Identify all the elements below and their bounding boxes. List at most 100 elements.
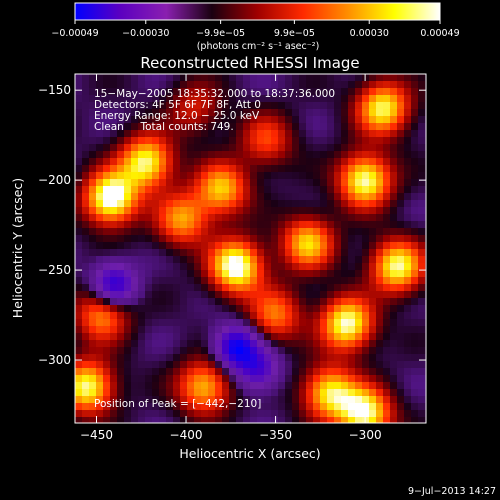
heatmap-cell bbox=[138, 200, 146, 208]
heatmap-cell bbox=[103, 256, 111, 264]
heatmap-cell bbox=[89, 81, 97, 89]
heatmap-cell bbox=[411, 221, 419, 229]
heatmap-cell bbox=[390, 284, 398, 292]
heatmap-cell bbox=[285, 312, 293, 320]
heatmap-cell bbox=[243, 207, 251, 215]
heatmap-cell bbox=[383, 235, 391, 243]
heatmap-cell bbox=[285, 389, 293, 397]
heatmap-cell bbox=[404, 172, 412, 180]
heatmap-cell bbox=[194, 249, 202, 257]
heatmap-cell bbox=[215, 389, 223, 397]
heatmap-cell bbox=[327, 137, 335, 145]
heatmap-cell bbox=[404, 284, 412, 292]
heatmap-cell bbox=[215, 165, 223, 173]
heatmap-cell bbox=[166, 326, 174, 334]
heatmap-cell bbox=[222, 410, 230, 418]
heatmap-cell bbox=[117, 382, 125, 390]
heatmap-cell bbox=[334, 158, 342, 166]
heatmap-cell bbox=[159, 88, 167, 96]
heatmap-cell bbox=[278, 312, 286, 320]
heatmap-cell bbox=[341, 347, 349, 355]
heatmap-cell bbox=[117, 74, 125, 82]
heatmap-cell bbox=[271, 137, 279, 145]
heatmap-cell bbox=[110, 347, 118, 355]
heatmap-cell bbox=[404, 137, 412, 145]
heatmap-cell bbox=[243, 151, 251, 159]
heatmap-cell bbox=[173, 200, 181, 208]
heatmap-cell bbox=[82, 137, 90, 145]
heatmap-cell bbox=[313, 179, 321, 187]
heatmap-cell bbox=[362, 354, 370, 362]
heatmap-cell bbox=[96, 228, 104, 236]
heatmap-cell bbox=[250, 249, 258, 257]
heatmap-cell bbox=[180, 340, 188, 348]
heatmap-cell bbox=[173, 347, 181, 355]
heatmap-cell bbox=[278, 123, 286, 131]
heatmap-cell bbox=[404, 116, 412, 124]
heatmap-cell bbox=[348, 221, 356, 229]
heatmap-cell bbox=[299, 256, 307, 264]
heatmap-cell bbox=[75, 172, 83, 180]
heatmap-cell bbox=[355, 263, 363, 271]
heatmap-cell bbox=[138, 137, 146, 145]
heatmap-cell bbox=[397, 284, 405, 292]
heatmap-cell bbox=[341, 326, 349, 334]
heatmap-cell bbox=[180, 200, 188, 208]
heatmap-cell bbox=[418, 277, 426, 285]
heatmap-cell bbox=[215, 235, 223, 243]
heatmap-cell bbox=[131, 81, 139, 89]
heatmap-cell bbox=[75, 361, 83, 369]
heatmap-cell bbox=[201, 270, 209, 278]
heatmap-cell bbox=[208, 123, 216, 131]
heatmap-cell bbox=[299, 284, 307, 292]
heatmap-cell bbox=[236, 410, 244, 418]
heatmap-cell bbox=[138, 242, 146, 250]
heatmap-cell bbox=[327, 186, 335, 194]
heatmap-cell bbox=[243, 193, 251, 201]
heatmap-cell bbox=[362, 396, 370, 404]
heatmap-cell bbox=[208, 326, 216, 334]
heatmap-cell bbox=[383, 172, 391, 180]
heatmap-cell bbox=[390, 354, 398, 362]
heatmap-cell bbox=[250, 123, 258, 131]
heatmap-cell bbox=[404, 214, 412, 222]
heatmap-cell bbox=[117, 102, 125, 110]
heatmap-cell bbox=[271, 410, 279, 418]
heatmap-cell bbox=[131, 382, 139, 390]
heatmap-cell bbox=[208, 235, 216, 243]
heatmap-cell bbox=[82, 291, 90, 299]
heatmap-cell bbox=[327, 375, 335, 383]
heatmap-cell bbox=[215, 88, 223, 96]
heatmap-cell bbox=[285, 277, 293, 285]
heatmap-cell bbox=[180, 263, 188, 271]
heatmap-cell bbox=[187, 403, 195, 411]
heatmap-cell bbox=[243, 354, 251, 362]
heatmap-cell bbox=[369, 347, 377, 355]
heatmap-cell bbox=[334, 340, 342, 348]
heatmap-cell bbox=[243, 102, 251, 110]
heatmap-cell bbox=[285, 102, 293, 110]
heatmap-cell bbox=[334, 179, 342, 187]
heatmap-cell bbox=[355, 284, 363, 292]
heatmap-cell bbox=[285, 298, 293, 306]
heatmap-cell bbox=[271, 396, 279, 404]
heatmap-cell bbox=[194, 340, 202, 348]
heatmap-cell bbox=[404, 102, 412, 110]
y-axis-label: Heliocentric Y (arcsec) bbox=[10, 178, 25, 318]
heatmap-cell bbox=[236, 207, 244, 215]
heatmap-cell bbox=[369, 214, 377, 222]
heatmap-cell bbox=[208, 186, 216, 194]
heatmap-cell bbox=[75, 389, 83, 397]
heatmap-cell bbox=[82, 312, 90, 320]
heatmap-cell bbox=[131, 305, 139, 313]
heatmap-cell bbox=[369, 158, 377, 166]
heatmap-cell bbox=[124, 116, 132, 124]
heatmap-cell bbox=[82, 249, 90, 257]
heatmap-cell bbox=[341, 193, 349, 201]
heatmap-cell bbox=[348, 214, 356, 222]
heatmap-cell bbox=[159, 95, 167, 103]
heatmap-cell bbox=[152, 347, 160, 355]
heatmap-cell bbox=[418, 74, 426, 82]
heatmap-cell bbox=[411, 158, 419, 166]
heatmap-cell bbox=[376, 151, 384, 159]
